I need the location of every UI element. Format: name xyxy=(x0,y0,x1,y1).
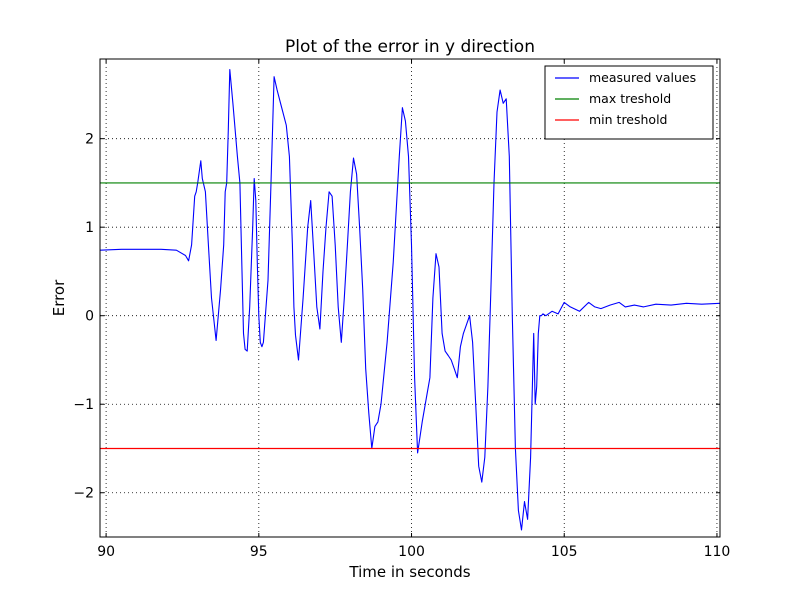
plot-frame xyxy=(99,58,721,538)
legend-label: min treshold xyxy=(589,112,668,127)
y-tick-label: 2 xyxy=(85,132,94,148)
legend-label: measured values xyxy=(589,70,696,85)
y-tick-label: −1 xyxy=(73,397,94,413)
x-tick-label: 95 xyxy=(250,544,268,560)
x-tick-label: 90 xyxy=(97,544,115,560)
y-axis-label: Error xyxy=(50,279,68,316)
x-axis-label: Time in seconds xyxy=(348,563,470,581)
axis-ticks: 90 95 100 105 110 −2 −1 0 1 2 xyxy=(73,59,730,560)
legend: measured values max treshold min treshold xyxy=(544,65,714,140)
x-tick-label: 100 xyxy=(398,544,425,560)
legend-label: max treshold xyxy=(589,91,671,106)
series-line-measured-values xyxy=(100,69,720,531)
chart-title: Plot of the error in y direction xyxy=(285,37,535,57)
y-tick-label: −2 xyxy=(73,486,94,502)
y-tick-label: 0 xyxy=(85,309,94,325)
y-tick-label: 1 xyxy=(85,220,94,236)
x-tick-label: 105 xyxy=(551,544,578,560)
series-layer xyxy=(100,69,720,531)
x-tick-label: 110 xyxy=(704,544,731,560)
